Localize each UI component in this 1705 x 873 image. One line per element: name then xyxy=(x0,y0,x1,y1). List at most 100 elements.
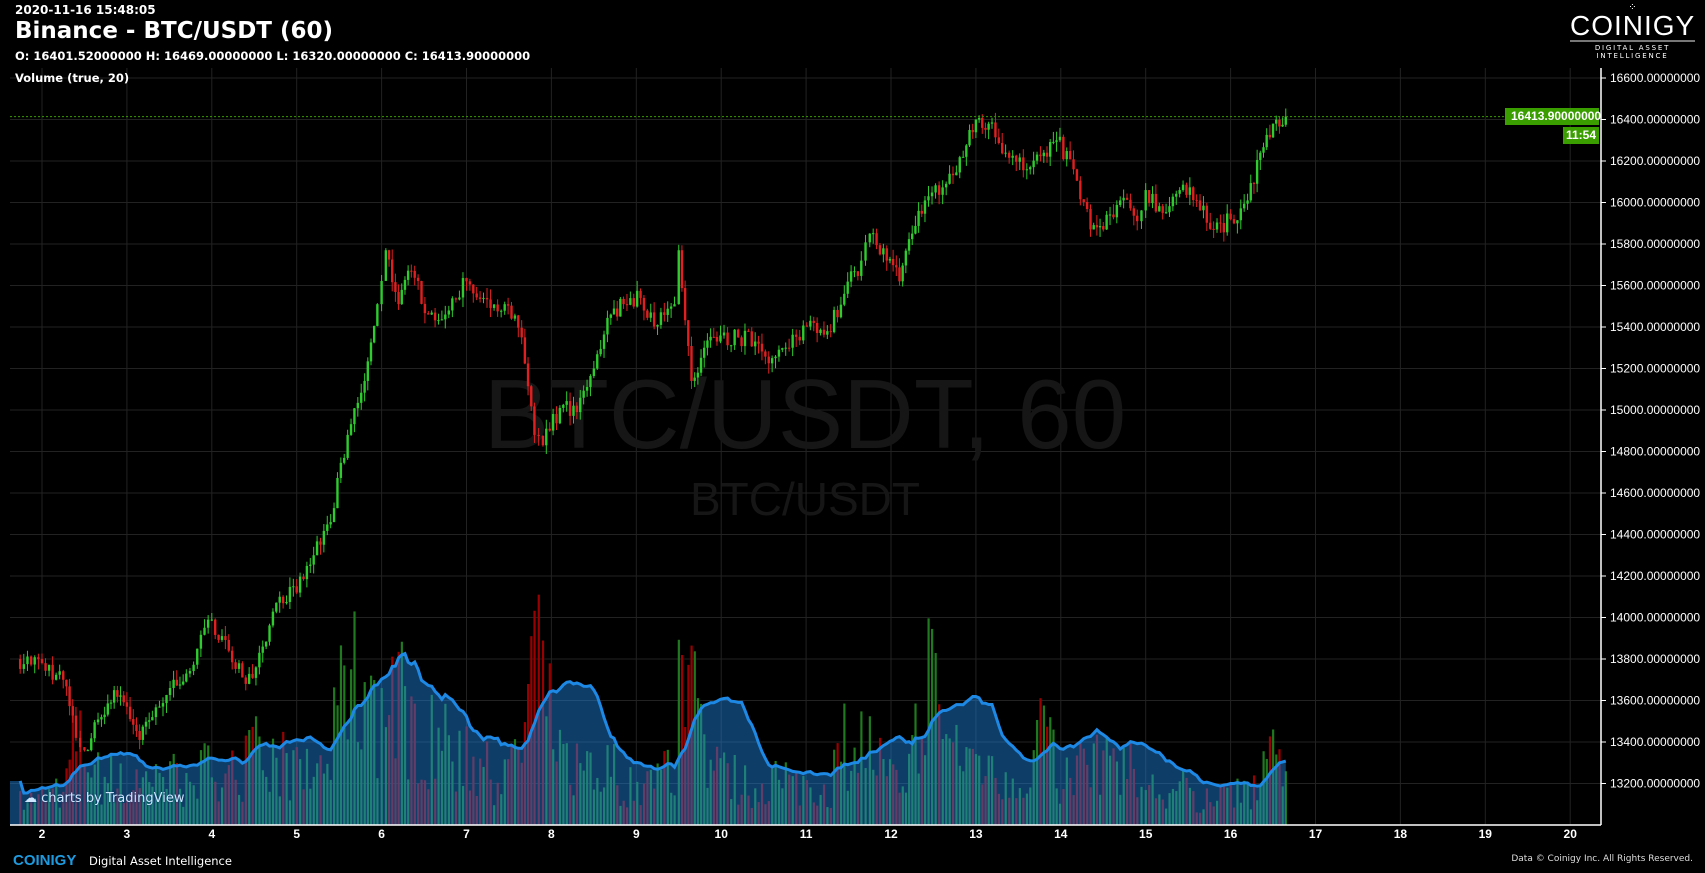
candle-body xyxy=(1058,136,1062,141)
volume-bar xyxy=(1132,768,1136,825)
volume-bar xyxy=(703,734,706,825)
volume-bar xyxy=(659,769,663,825)
volume-bar xyxy=(175,762,178,825)
volume-bar xyxy=(90,777,93,825)
volume-bar xyxy=(178,788,182,825)
candle-body xyxy=(1075,169,1079,181)
candle-body xyxy=(1275,119,1278,124)
candle-body xyxy=(410,270,413,272)
volume-bar xyxy=(1148,785,1151,825)
volume-bar xyxy=(795,770,798,825)
volume-bar xyxy=(427,789,430,825)
candle-body xyxy=(254,667,258,678)
candle-body xyxy=(29,656,33,665)
candle-body xyxy=(1068,151,1072,160)
candle-body xyxy=(802,325,805,341)
volume-bar xyxy=(723,752,726,825)
volume-bar xyxy=(1265,758,1268,825)
price-label: 13600.00000000 xyxy=(1610,694,1700,708)
volume-bar xyxy=(44,801,47,825)
candle-body xyxy=(625,304,629,306)
candle-body xyxy=(86,750,90,752)
volume-indicator-label[interactable]: Volume (true, 20) xyxy=(15,71,130,85)
candle-body xyxy=(116,690,119,697)
candle-body xyxy=(646,310,649,318)
volume-bar xyxy=(1222,784,1226,825)
candle-body xyxy=(971,129,974,133)
volume-bar xyxy=(533,610,536,825)
date-label: 6 xyxy=(378,827,385,841)
volume-bar xyxy=(1082,748,1085,825)
candle-body xyxy=(1236,220,1239,224)
volume-bar xyxy=(106,783,109,825)
candle-body xyxy=(58,671,61,675)
candle-body xyxy=(955,172,958,176)
candle-body xyxy=(37,657,40,660)
candle-body xyxy=(592,368,596,377)
volume-bar xyxy=(1122,747,1125,825)
candle-body xyxy=(54,674,58,680)
volume-bar xyxy=(589,752,592,825)
volume-bar xyxy=(908,753,911,825)
volume-bar xyxy=(343,665,346,825)
price-label: 14200.00000000 xyxy=(1610,569,1700,583)
volume-bar xyxy=(1161,799,1164,825)
candle-body xyxy=(258,652,261,668)
volume-bar xyxy=(636,781,639,825)
candle-body xyxy=(1158,206,1161,212)
volume-bar xyxy=(572,795,575,825)
volume-bar xyxy=(199,750,203,825)
candle-body xyxy=(663,312,666,315)
footer-tagline: Digital Asset Intelligence xyxy=(89,854,232,868)
volume-bar xyxy=(275,757,278,825)
candle-body xyxy=(819,329,822,334)
volume-bar xyxy=(93,764,96,825)
volume-bar xyxy=(1205,788,1209,825)
volume-bar xyxy=(726,763,729,825)
candle-body xyxy=(406,270,410,280)
volume-bar xyxy=(1049,717,1052,825)
candle-body xyxy=(895,265,898,268)
candle-body xyxy=(305,565,309,580)
candle-body xyxy=(794,334,798,337)
volume-bar xyxy=(846,790,849,825)
volume-bar xyxy=(555,761,558,825)
volume-bar xyxy=(517,749,520,825)
candle-body xyxy=(1018,157,1021,162)
volume-bar xyxy=(603,787,606,825)
candle-body xyxy=(615,308,619,317)
volume-bar xyxy=(579,763,582,825)
candle-body xyxy=(247,673,251,684)
volume-bar xyxy=(295,747,298,825)
volume-bar xyxy=(1154,798,1158,825)
candle-body xyxy=(210,619,213,621)
candle-body xyxy=(1055,140,1058,142)
volume-bar xyxy=(1004,772,1007,825)
tradingview-attribution[interactable]: ☁ charts by TradingView xyxy=(24,791,184,806)
price-label: 14800.00000000 xyxy=(1610,445,1700,459)
candle-body xyxy=(764,351,767,357)
volume-bar xyxy=(1199,812,1202,825)
volume-bar xyxy=(248,730,251,825)
candle-body xyxy=(447,310,451,315)
candle-body xyxy=(770,358,774,364)
candle-body xyxy=(815,322,819,334)
volume-bar xyxy=(434,778,437,825)
candle-body xyxy=(596,354,599,369)
candle-body xyxy=(1232,219,1236,224)
volume-bar xyxy=(224,773,227,825)
volume-bar xyxy=(444,703,447,825)
candle-body xyxy=(911,233,914,240)
candle-body xyxy=(427,313,430,315)
volume-bar xyxy=(369,675,373,825)
candle-body xyxy=(510,305,513,319)
coinigy-logo: ⁘ COINIGY DIGITAL ASSET INTELLIGENCE xyxy=(1570,3,1695,60)
candle-body xyxy=(1178,190,1181,194)
volume-bar xyxy=(613,744,616,825)
candle-body xyxy=(138,731,141,740)
candle-body xyxy=(1151,193,1154,204)
candle-body xyxy=(244,677,247,684)
volume-bar xyxy=(629,767,632,825)
candle-body xyxy=(965,145,968,157)
